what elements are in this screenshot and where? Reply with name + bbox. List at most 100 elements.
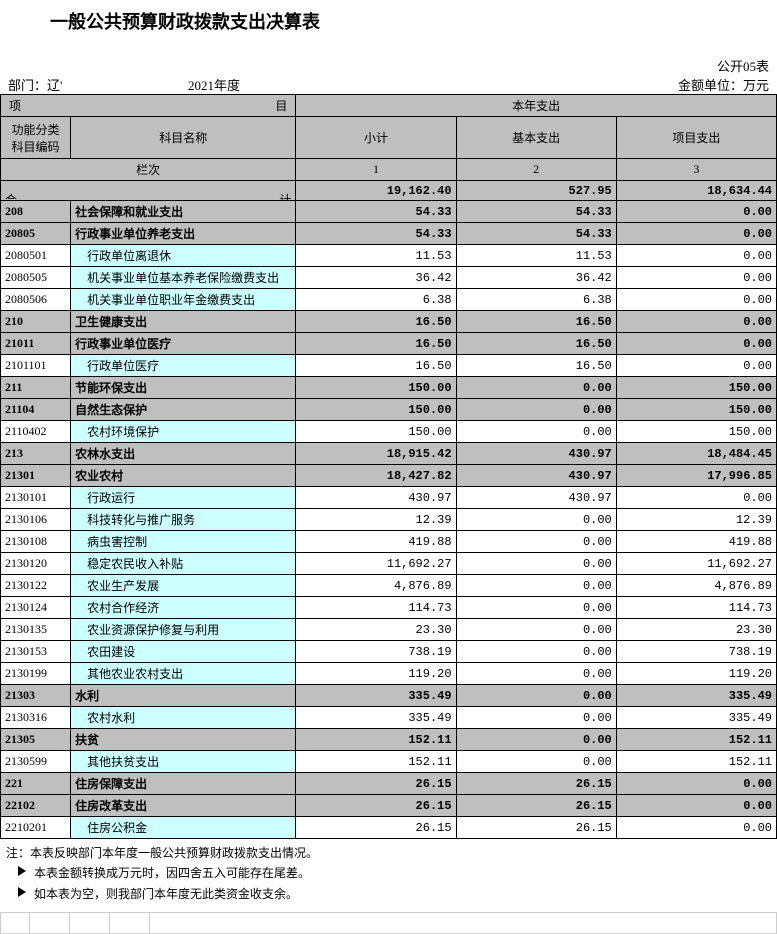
cell-subtotal: 54.33 bbox=[296, 201, 456, 223]
cell-subtotal: 18,427.82 bbox=[296, 465, 456, 487]
cell-code: 2130153 bbox=[1, 641, 71, 663]
cell-subtotal: 152.11 bbox=[296, 729, 456, 751]
table-row: 21305扶贫152.110.00152.11 bbox=[1, 729, 777, 751]
cell-subtotal: 119.20 bbox=[296, 663, 456, 685]
cell-name: 机关事业单位职业年金缴费支出 bbox=[71, 289, 296, 311]
cell-subtotal: 738.19 bbox=[296, 641, 456, 663]
cell-basic: 0.00 bbox=[456, 399, 616, 421]
cell-name: 行政运行 bbox=[71, 487, 296, 509]
cell-basic: 0.00 bbox=[456, 575, 616, 597]
cell-project: 0.00 bbox=[616, 773, 776, 795]
cell-subtotal: 16.50 bbox=[296, 311, 456, 333]
sheet-code: 公开05表 bbox=[717, 56, 769, 75]
cell-code: 2110402 bbox=[1, 421, 71, 443]
note-1: 注：本表反映部门本年度一般公共预算财政拨款支出情况。 bbox=[6, 843, 771, 863]
hdr-proj-l: 项 bbox=[5, 97, 21, 114]
cell-basic: 11.53 bbox=[456, 245, 616, 267]
cell-project: 0.00 bbox=[616, 355, 776, 377]
hdr-c3: 3 bbox=[616, 159, 776, 181]
cell-name: 农业生产发展 bbox=[71, 575, 296, 597]
cell-basic: 0.00 bbox=[456, 729, 616, 751]
cell-project: 150.00 bbox=[616, 399, 776, 421]
cell-code: 21301 bbox=[1, 465, 71, 487]
cell-basic: 54.33 bbox=[456, 201, 616, 223]
cell-subtotal: 54.33 bbox=[296, 223, 456, 245]
table-row: 210卫生健康支出16.5016.500.00 bbox=[1, 311, 777, 333]
table-row: 22102住房改革支出26.1526.150.00 bbox=[1, 795, 777, 817]
total-r: 计 bbox=[279, 191, 291, 201]
cell-name: 农林水支出 bbox=[71, 443, 296, 465]
cell-basic: 36.42 bbox=[456, 267, 616, 289]
cell-subtotal: 26.15 bbox=[296, 817, 456, 839]
cell-project: 0.00 bbox=[616, 245, 776, 267]
cell-subtotal: 150.00 bbox=[296, 421, 456, 443]
cell-name: 其他农业农村支出 bbox=[71, 663, 296, 685]
cell-subtotal: 11,692.27 bbox=[296, 553, 456, 575]
cell-basic: 0.00 bbox=[456, 377, 616, 399]
cell-code: 2210201 bbox=[1, 817, 71, 839]
cell-code: 211 bbox=[1, 377, 71, 399]
cell-name: 住房保障支出 bbox=[71, 773, 296, 795]
cell-subtotal: 6.38 bbox=[296, 289, 456, 311]
hdr-subtotal: 小计 bbox=[296, 117, 456, 159]
table-body: 208社会保障和就业支出54.3354.330.0020805行政事业单位养老支… bbox=[1, 201, 777, 839]
meta-top-right: 公开05表 bbox=[0, 56, 777, 75]
cell-basic: 0.00 bbox=[456, 641, 616, 663]
cell-code: 21011 bbox=[1, 333, 71, 355]
cell-project: 738.19 bbox=[616, 641, 776, 663]
cell-code: 221 bbox=[1, 773, 71, 795]
cell-subtotal: 26.15 bbox=[296, 795, 456, 817]
table-row: 2080506 机关事业单位职业年金缴费支出6.386.380.00 bbox=[1, 289, 777, 311]
table-row: 20805行政事业单位养老支出54.3354.330.00 bbox=[1, 223, 777, 245]
cell-project: 119.20 bbox=[616, 663, 776, 685]
hdr-lane: 栏次 bbox=[1, 159, 296, 181]
table-row: 2130106 科技转化与推广服务12.390.0012.39 bbox=[1, 509, 777, 531]
cell-subtotal: 150.00 bbox=[296, 377, 456, 399]
cell-code: 210 bbox=[1, 311, 71, 333]
cell-project: 4,876.89 bbox=[616, 575, 776, 597]
cell-project: 23.30 bbox=[616, 619, 776, 641]
cell-subtotal: 150.00 bbox=[296, 399, 456, 421]
cell-project: 0.00 bbox=[616, 201, 776, 223]
table-row: 211节能环保支出150.000.00150.00 bbox=[1, 377, 777, 399]
cell-name: 行政事业单位养老支出 bbox=[71, 223, 296, 245]
report-title: 一般公共预算财政拨款支出决算表 bbox=[0, 0, 777, 38]
cell-subtotal: 335.49 bbox=[296, 685, 456, 707]
cell-name: 病虫害控制 bbox=[71, 531, 296, 553]
cell-name: 其他扶贫支出 bbox=[71, 751, 296, 773]
cell-basic: 0.00 bbox=[456, 619, 616, 641]
cell-subtotal: 23.30 bbox=[296, 619, 456, 641]
cell-basic: 430.97 bbox=[456, 487, 616, 509]
cell-code: 20805 bbox=[1, 223, 71, 245]
cell-basic: 0.00 bbox=[456, 685, 616, 707]
hdr-subj-name: 科目名称 bbox=[71, 117, 296, 159]
cell-code: 208 bbox=[1, 201, 71, 223]
cell-name: 农村合作经济 bbox=[71, 597, 296, 619]
table-row: 2130135 农业资源保护修复与利用23.300.0023.30 bbox=[1, 619, 777, 641]
cell-code: 2080506 bbox=[1, 289, 71, 311]
cell-basic: 430.97 bbox=[456, 465, 616, 487]
table-row: 2210201 住房公积金26.1526.150.00 bbox=[1, 817, 777, 839]
table-row: 21301农业农村18,427.82430.9717,996.85 bbox=[1, 465, 777, 487]
cell-basic: 26.15 bbox=[456, 773, 616, 795]
table-row: 221住房保障支出26.1526.150.00 bbox=[1, 773, 777, 795]
cell-basic: 16.50 bbox=[456, 311, 616, 333]
hdr-func-code: 功能分类 科目编码 bbox=[1, 117, 71, 159]
cell-code: 2130101 bbox=[1, 487, 71, 509]
cell-project: 0.00 bbox=[616, 333, 776, 355]
cell-project: 0.00 bbox=[616, 795, 776, 817]
cell-project: 11,692.27 bbox=[616, 553, 776, 575]
total-l: 合 bbox=[5, 191, 17, 201]
table-row: 2130316 农村水利335.490.00335.49 bbox=[1, 707, 777, 729]
cell-basic: 6.38 bbox=[456, 289, 616, 311]
cell-basic: 0.00 bbox=[456, 553, 616, 575]
cell-code: 2130106 bbox=[1, 509, 71, 531]
cell-project: 18,484.45 bbox=[616, 443, 776, 465]
cell-project: 0.00 bbox=[616, 817, 776, 839]
cell-basic: 0.00 bbox=[456, 531, 616, 553]
cell-subtotal: 36.42 bbox=[296, 267, 456, 289]
cell-name: 自然生态保护 bbox=[71, 399, 296, 421]
cell-subtotal: 4,876.89 bbox=[296, 575, 456, 597]
cell-basic: 26.15 bbox=[456, 817, 616, 839]
unit-label: 金额单位：万元 bbox=[678, 75, 769, 94]
